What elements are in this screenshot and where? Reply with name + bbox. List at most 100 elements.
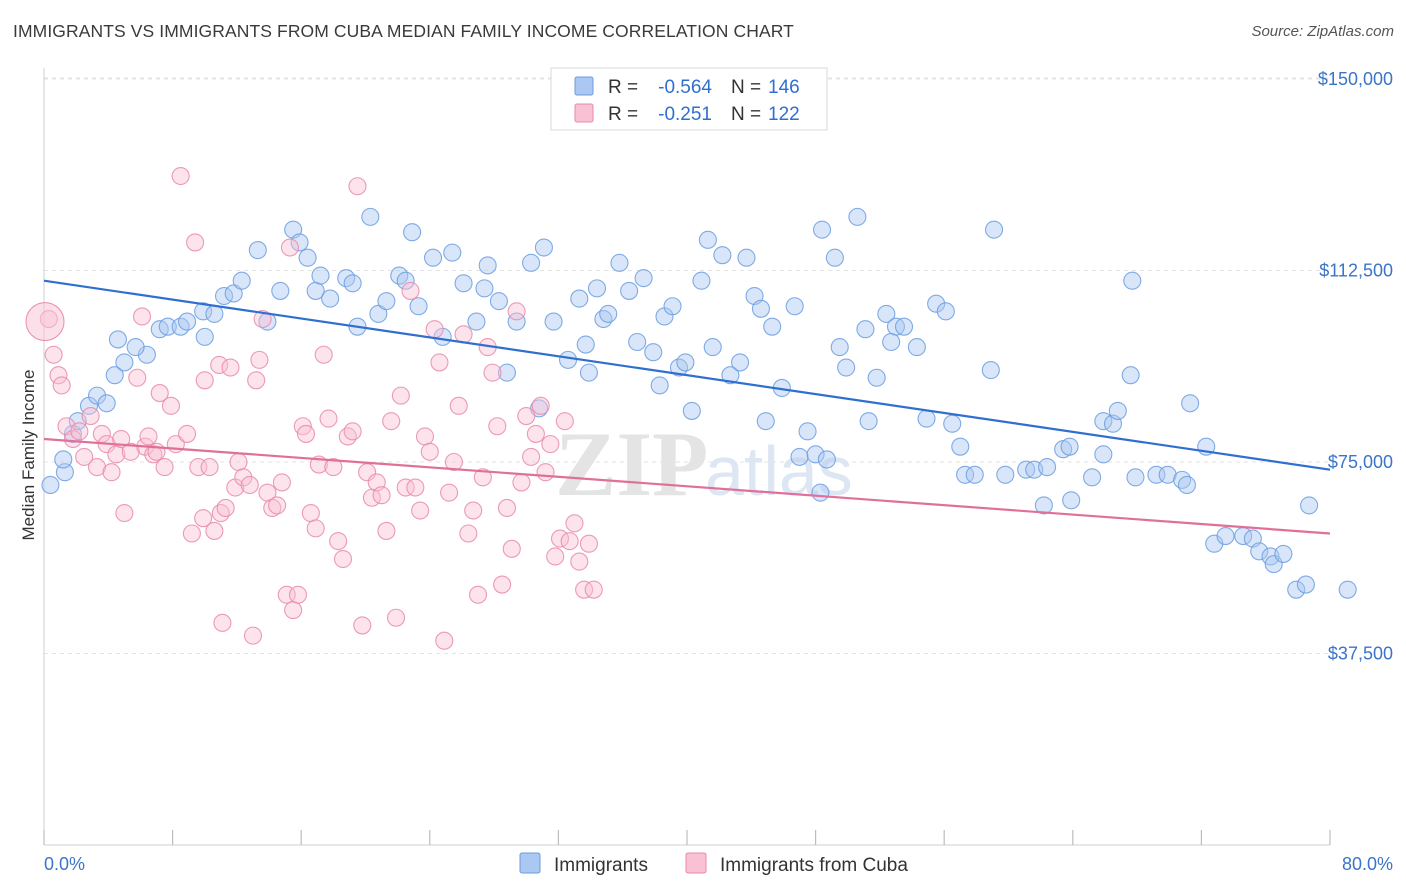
data-point [150, 384, 169, 403]
data-point [610, 253, 629, 272]
data-point [435, 631, 454, 650]
data-point [917, 409, 936, 428]
data-point [210, 355, 229, 375]
data-point [1274, 544, 1293, 563]
data-point [984, 220, 1004, 239]
legend-swatch [574, 103, 594, 123]
data-point [377, 292, 396, 311]
data-point [311, 266, 330, 285]
data-point [1083, 468, 1102, 487]
data-point [321, 289, 340, 308]
data-point [531, 396, 550, 415]
legend-swatch [574, 76, 594, 96]
data-point [468, 585, 488, 604]
bottom-legend-label: Immigrants [554, 855, 648, 876]
data-point [1338, 580, 1357, 599]
data-point [579, 534, 598, 553]
data-point [698, 230, 717, 249]
legend-n-value: 146 [768, 77, 800, 98]
data-point [956, 465, 975, 484]
data-point [155, 458, 174, 477]
data-point [319, 409, 338, 428]
data-point [301, 504, 320, 523]
data-point [867, 368, 886, 387]
data-point [112, 429, 131, 449]
data-point [268, 496, 287, 515]
data-point [444, 452, 463, 472]
data-point [721, 366, 740, 385]
data-point [467, 312, 486, 331]
trend-lines [43, 279, 1331, 535]
data-point [224, 284, 243, 303]
y-tick-label: $37,500 [1328, 644, 1393, 664]
data-point [272, 473, 291, 492]
data-point [856, 320, 875, 339]
data-point [324, 458, 343, 477]
trend-line [43, 437, 1331, 535]
data-point [544, 312, 563, 331]
data-point [338, 427, 357, 446]
data-point [216, 498, 235, 518]
data-point [507, 312, 526, 331]
y-tick-label: $75,000 [1328, 452, 1393, 472]
data-point [54, 450, 73, 469]
watermark-zip: ZIP [555, 413, 708, 515]
data-point [182, 524, 201, 543]
data-point [298, 248, 317, 267]
data-point [420, 442, 439, 461]
data-point [454, 325, 473, 344]
data-point [194, 509, 213, 528]
data-point [329, 532, 348, 551]
data-point [575, 580, 594, 599]
data-point [682, 401, 701, 420]
data-point [650, 376, 669, 395]
data-point [425, 320, 444, 339]
data-point [859, 412, 878, 431]
data-point [81, 406, 100, 426]
data-point [221, 358, 240, 377]
data-point [599, 304, 618, 323]
data-point [194, 302, 213, 321]
data-point [158, 317, 177, 336]
data-point [692, 271, 711, 290]
data-point [644, 343, 663, 362]
data-point [115, 353, 134, 372]
data-point [497, 363, 517, 382]
data-point [247, 371, 266, 390]
data-point [522, 447, 541, 466]
data-point [87, 386, 107, 405]
trend-line [43, 279, 1331, 471]
data-point [579, 363, 598, 382]
data-point [44, 345, 63, 364]
legend-r-label: R = [608, 104, 638, 125]
data-point [555, 412, 574, 431]
data-point [229, 452, 248, 472]
watermark-atlas: atlas [705, 432, 853, 510]
data-point [546, 547, 565, 566]
data-point [713, 246, 732, 265]
series-immigrants-from-cuba [25, 166, 603, 650]
data-point-large [25, 302, 65, 342]
data-point [361, 207, 380, 226]
data-point [213, 613, 232, 632]
data-point [907, 338, 926, 357]
data-point [576, 335, 595, 354]
legend-frame [550, 67, 828, 131]
data-point [756, 412, 775, 431]
data-point [195, 327, 214, 346]
legend-n-label: N = [731, 104, 761, 125]
data-point [243, 626, 263, 645]
data-point [522, 253, 541, 272]
data-point [70, 422, 89, 441]
data-point [927, 294, 946, 313]
data-point [63, 429, 82, 449]
data-point [126, 338, 145, 357]
data-point [314, 345, 333, 364]
legend-r-label: R = [608, 77, 638, 98]
data-point [306, 519, 325, 538]
data-point [186, 233, 205, 252]
data-point [205, 304, 224, 323]
data-point [943, 414, 962, 433]
data-point [703, 338, 722, 357]
data-point [785, 297, 804, 316]
